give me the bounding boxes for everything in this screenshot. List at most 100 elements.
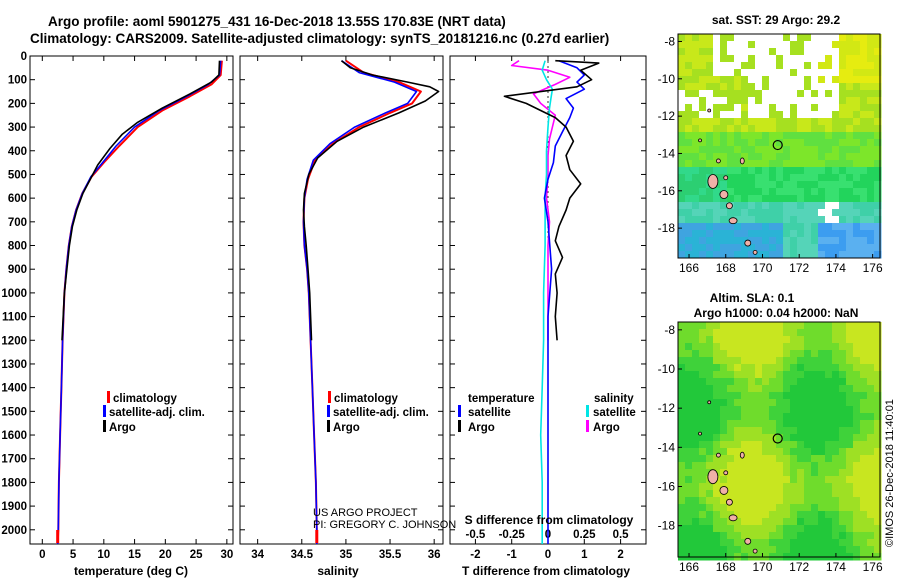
heatmap-cell — [699, 322, 707, 330]
heatmap-cell — [839, 132, 847, 140]
heatmap-cell — [776, 364, 784, 372]
heatmap-cell — [811, 34, 819, 42]
heatmap-cell — [692, 62, 700, 70]
heatmap-cell — [685, 504, 693, 512]
heatmap-cell — [720, 371, 728, 379]
heatmap-cell — [853, 518, 861, 526]
heatmap-cell — [741, 181, 749, 189]
heatmap-cell — [699, 48, 707, 56]
heatmap-cell — [692, 343, 700, 351]
heatmap-cell — [790, 160, 798, 168]
heatmap-cell — [846, 153, 854, 161]
series-line-t-satellite — [543, 59, 586, 544]
heatmap-cell — [811, 230, 819, 238]
heatmap-cell — [853, 76, 861, 84]
island-shape — [739, 451, 745, 459]
heatmap-cell — [874, 497, 882, 505]
heatmap-cell — [818, 34, 826, 42]
heatmap-cell — [727, 357, 735, 365]
heatmap-cell — [720, 139, 728, 147]
heatmap-cell — [846, 539, 854, 547]
heatmap-cell — [832, 83, 840, 91]
heatmap-cell — [762, 441, 770, 449]
heatmap-cell — [769, 357, 777, 365]
heatmap-cell — [818, 90, 826, 98]
heatmap-cell — [867, 125, 875, 133]
heatmap-cell — [860, 329, 868, 337]
heatmap-cell — [755, 448, 763, 456]
heatmap-cell — [706, 167, 714, 175]
heatmap-cell — [832, 48, 840, 56]
heatmap-cell — [741, 139, 749, 147]
heatmap-cell — [769, 41, 777, 49]
heatmap-cell — [748, 76, 756, 84]
heatmap-cell — [678, 448, 686, 456]
difference-series — [503, 56, 600, 544]
heatmap-cell — [853, 539, 861, 547]
heatmap-cell — [748, 511, 756, 519]
heatmap-cell — [790, 350, 798, 358]
heatmap-cell — [846, 223, 854, 231]
heatmap-cell — [734, 195, 742, 203]
heatmap-cell — [832, 329, 840, 337]
heatmap-cell — [713, 223, 721, 231]
heatmap-cell — [804, 434, 812, 442]
heatmap-cell — [874, 329, 882, 337]
heatmap-cell — [727, 69, 735, 77]
island-shape — [726, 202, 733, 210]
heatmap-cell — [804, 539, 812, 547]
heatmap-cell — [769, 237, 777, 245]
heatmap-cell — [839, 41, 847, 49]
heatmap-cell — [699, 427, 707, 435]
heatmap-cell — [783, 448, 791, 456]
heatmap-cell — [804, 329, 812, 337]
heatmap-cell — [755, 181, 763, 189]
heatmap-cell — [706, 483, 714, 491]
heatmap-cell — [748, 322, 756, 330]
heatmap-cell — [769, 329, 777, 337]
heatmap-cell — [706, 251, 714, 259]
x-tick-label: 1 — [581, 549, 588, 561]
heatmap-cell — [776, 399, 784, 407]
island-shape — [752, 548, 758, 554]
heatmap-cell — [797, 216, 805, 224]
heatmap-cell — [832, 153, 840, 161]
heatmap-cell — [755, 364, 763, 372]
heatmap-cell — [685, 497, 693, 505]
heatmap-cell — [692, 237, 700, 245]
heatmap-cell — [762, 434, 770, 442]
heatmap-cell — [874, 413, 882, 421]
heatmap-cell — [825, 125, 833, 133]
heatmap-cell — [748, 48, 756, 56]
heatmap-cell — [685, 364, 693, 372]
header-title-line1: Argo profile: aoml 5901275_431 16-Dec-20… — [48, 14, 506, 29]
heatmap-cell — [853, 497, 861, 505]
heatmap-cell — [685, 41, 693, 49]
heatmap-cell — [762, 160, 770, 168]
heatmap-cell — [692, 357, 700, 365]
s-tick-label: 0.5 — [613, 529, 630, 541]
heatmap-cell — [804, 476, 812, 484]
heatmap-cell — [811, 427, 819, 435]
heatmap-cell — [860, 160, 868, 168]
heatmap-cell — [685, 539, 693, 547]
heatmap-cell — [678, 427, 686, 435]
heatmap-cell — [762, 350, 770, 358]
heatmap-cell — [692, 69, 700, 77]
heatmap-cell — [874, 476, 882, 484]
legend-swatch-s-satellite — [586, 405, 589, 417]
temperature-plot-frame — [29, 55, 234, 545]
island-shape — [719, 190, 729, 199]
heatmap-cell — [734, 406, 742, 414]
heatmap-cell — [804, 216, 812, 224]
heatmap-cell — [790, 364, 798, 372]
heatmap-cell — [832, 160, 840, 168]
map-lat-label: -8 — [664, 34, 675, 48]
heatmap-cell — [867, 76, 875, 84]
heatmap-cell — [811, 539, 819, 547]
heatmap-cell — [846, 216, 854, 224]
map-lon-label: 168 — [716, 261, 736, 275]
heatmap-cell — [762, 181, 770, 189]
heatmap-cell — [692, 146, 700, 154]
heatmap-cell — [748, 111, 756, 119]
